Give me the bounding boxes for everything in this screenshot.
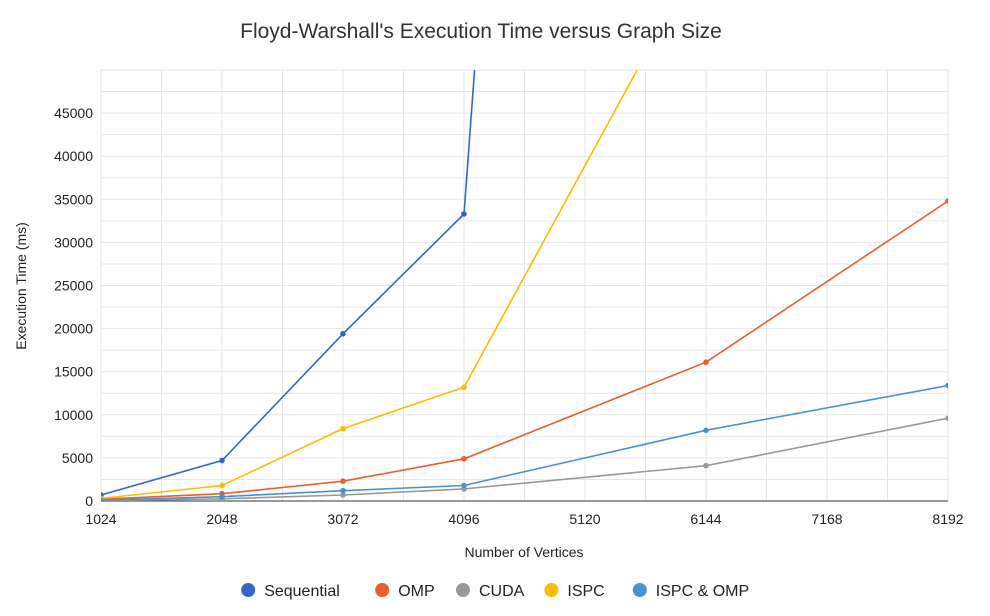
legend-marker	[456, 583, 470, 597]
data-point	[945, 382, 948, 389]
data-point	[703, 359, 709, 366]
data-point	[219, 493, 225, 500]
legend-item: OMP	[375, 583, 435, 600]
series-line	[101, 70, 476, 496]
data-point	[340, 492, 346, 498]
x-tick-label: 8192	[932, 511, 963, 527]
data-point	[703, 427, 709, 434]
data-point	[219, 482, 225, 489]
y-tick-label: 30000	[54, 234, 93, 250]
legend-marker	[632, 583, 647, 597]
series-line	[101, 200, 948, 501]
x-tick-label: 1024	[85, 511, 116, 527]
x-tick-label: 2048	[206, 511, 237, 527]
legend-label: ISPC & OMP	[656, 583, 749, 600]
data-point	[340, 330, 346, 337]
legend-item: ISPC & OMP	[632, 583, 749, 600]
legend-label: Sequential	[264, 583, 340, 600]
legend-marker	[375, 583, 390, 597]
data-point	[340, 478, 346, 484]
data-point	[340, 425, 346, 432]
data-point	[461, 482, 467, 489]
legend-label: ISPC	[567, 583, 604, 600]
series-ispc-omp	[101, 382, 948, 501]
chart-title: Floyd-Warshall's Execution Time versus G…	[240, 20, 722, 43]
legend-item: Sequential	[241, 583, 340, 600]
x-tick-label: 5120	[569, 511, 600, 527]
legend-label: OMP	[398, 583, 434, 600]
y-tick-label: 5000	[62, 450, 93, 466]
legend-marker	[241, 583, 256, 597]
legend-label: CUDA	[479, 583, 525, 600]
y-tick-label: 0	[85, 493, 93, 509]
y-tick-label: 20000	[54, 321, 93, 337]
x-tick-label: 3072	[327, 511, 358, 527]
x-axis-label: Number of Vertices	[464, 544, 583, 560]
y-tick-label: 45000	[54, 105, 93, 121]
series-line	[101, 384, 948, 501]
y-axis-label: Execution Time (ms)	[13, 222, 29, 350]
data-point	[461, 211, 467, 217]
data-point	[461, 384, 467, 391]
legend-marker	[544, 583, 559, 597]
grid	[100, 69, 949, 501]
series-ispc	[101, 70, 639, 501]
x-tick-label: 4096	[448, 511, 479, 527]
data-point	[340, 487, 346, 494]
legend-item: CUDA	[456, 583, 525, 600]
series-line	[101, 417, 948, 501]
data-point	[703, 462, 709, 469]
data-point	[945, 415, 948, 422]
data-point	[101, 497, 104, 501]
y-tick-label: 10000	[54, 407, 93, 423]
x-tick-label: 6144	[690, 511, 721, 527]
x-tick-label: 7168	[811, 511, 842, 527]
series-line	[101, 70, 639, 500]
series-layer	[101, 70, 948, 501]
legend-item: ISPC	[544, 583, 605, 600]
data-point	[461, 455, 467, 462]
y-tick-label: 15000	[54, 364, 93, 380]
y-tick-label: 35000	[54, 191, 93, 207]
data-point	[945, 198, 948, 204]
y-tick-label: 40000	[54, 148, 93, 164]
legend: Sequential OMP CUDA ISPC ISPC & OMP	[241, 583, 749, 600]
data-point	[219, 457, 225, 464]
series-sequential	[101, 70, 476, 498]
axes: 0 5000 10000 15000 20000 25000 30000 35000 40000…	[54, 105, 964, 527]
y-tick-label: 25000	[54, 278, 93, 294]
